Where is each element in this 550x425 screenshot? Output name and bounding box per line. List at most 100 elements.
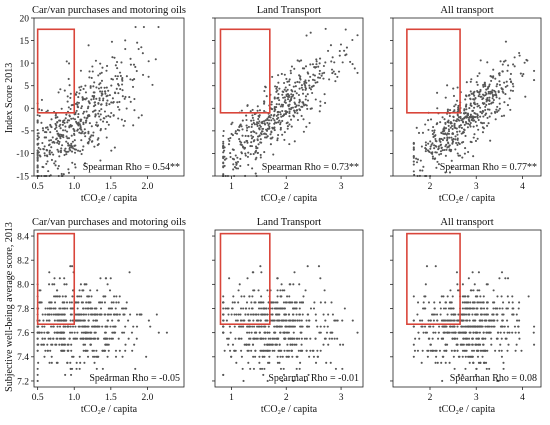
data-point [56, 361, 59, 364]
x-tick-label: 1 [229, 393, 234, 403]
x-tick-label: 4 [520, 393, 525, 403]
data-point [502, 361, 505, 364]
data-point [54, 164, 57, 167]
data-point [293, 337, 296, 340]
data-point [469, 307, 472, 310]
data-point [451, 295, 454, 298]
data-point [111, 78, 114, 81]
data-point [487, 319, 491, 322]
data-point [247, 125, 250, 128]
data-point [79, 313, 83, 316]
x-axis-label: tCO₂e / capita [81, 193, 138, 204]
data-point [305, 34, 308, 37]
data-point [132, 124, 135, 127]
data-point [67, 137, 71, 140]
data-point [263, 331, 266, 334]
data-point [415, 161, 419, 164]
data-point [286, 125, 289, 128]
data-point [468, 337, 471, 340]
data-point [505, 80, 508, 83]
data-point [89, 86, 92, 89]
data-point [492, 98, 495, 102]
data-point [269, 337, 272, 340]
data-point [238, 138, 241, 141]
data-point [63, 313, 66, 316]
data-point [95, 307, 98, 310]
data-point [303, 80, 306, 83]
data-point [71, 145, 74, 148]
data-point [70, 349, 73, 352]
data-point [441, 337, 445, 340]
data-point [81, 325, 84, 328]
data-point [439, 307, 442, 310]
data-point [524, 95, 527, 98]
data-point [38, 114, 41, 117]
data-point [108, 289, 112, 292]
data-point [292, 379, 295, 383]
data-point [62, 173, 65, 176]
data-point [452, 319, 455, 322]
data-point [515, 313, 518, 316]
data-point [279, 126, 282, 129]
data-point [83, 128, 86, 131]
data-point [506, 319, 509, 322]
data-point [118, 295, 121, 298]
data-point [325, 331, 329, 334]
data-point [446, 108, 449, 111]
data-point [118, 108, 121, 111]
data-point [333, 319, 336, 322]
data-point [517, 331, 520, 334]
data-point [295, 343, 298, 346]
data-point [319, 100, 322, 103]
data-point [36, 156, 39, 159]
data-point [65, 301, 69, 304]
data-point [256, 337, 259, 340]
data-point [490, 343, 493, 346]
data-point [84, 162, 87, 165]
data-point [113, 313, 116, 316]
y-tick-label: -10 [16, 150, 29, 160]
data-point [37, 146, 40, 149]
data-point [69, 107, 72, 111]
data-point [55, 126, 58, 129]
data-point [147, 75, 150, 78]
data-point [444, 96, 447, 99]
data-point [466, 301, 469, 304]
data-point [434, 137, 437, 141]
data-point [433, 144, 436, 147]
data-point [154, 58, 157, 61]
data-point [481, 325, 484, 328]
data-point [121, 355, 124, 358]
data-point [295, 105, 298, 108]
data-point [477, 95, 480, 98]
data-point [97, 87, 100, 90]
data-point [456, 349, 459, 352]
data-point [85, 119, 88, 122]
data-point [518, 337, 521, 340]
data-point [252, 319, 255, 322]
data-point [258, 325, 261, 328]
data-point [83, 110, 86, 113]
data-point [46, 307, 49, 310]
data-point [479, 301, 483, 304]
data-point [457, 355, 460, 358]
data-point [256, 109, 259, 112]
data-point [40, 98, 43, 101]
data-point [533, 69, 536, 72]
data-point [36, 129, 39, 132]
data-point [419, 169, 422, 172]
data-point [87, 130, 90, 133]
data-point [412, 155, 415, 158]
data-point [263, 355, 266, 358]
data-point [93, 145, 96, 148]
data-point [53, 141, 56, 144]
data-point [124, 343, 127, 346]
data-point [465, 95, 468, 98]
data-point [62, 337, 65, 340]
data-point [36, 166, 39, 169]
data-point [277, 121, 280, 124]
data-point [222, 144, 225, 148]
data-point [70, 307, 73, 310]
data-point [509, 108, 512, 111]
data-point [56, 167, 59, 170]
